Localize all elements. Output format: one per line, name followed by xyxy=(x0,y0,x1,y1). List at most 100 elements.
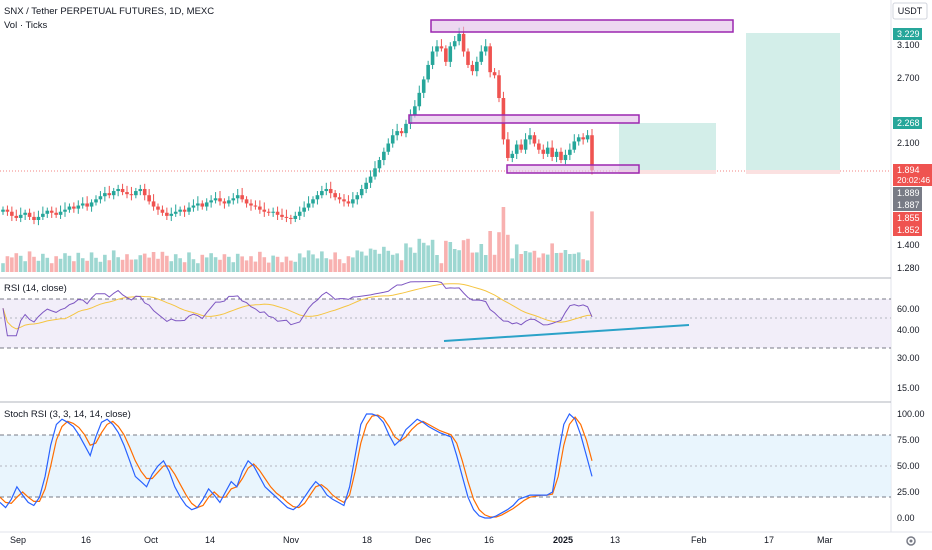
candle-body xyxy=(165,212,169,216)
volume-bar xyxy=(111,250,116,272)
volume-bar xyxy=(297,253,302,272)
candle-body xyxy=(333,193,337,198)
candle-body xyxy=(479,51,484,62)
volume-bar xyxy=(475,252,479,272)
volume-bar xyxy=(134,259,138,272)
price-tick: 2.100 xyxy=(897,138,920,148)
candle-body xyxy=(89,202,94,207)
long-position-target-box-2[interactable] xyxy=(746,33,840,170)
candle-body xyxy=(289,217,293,219)
volume-bar xyxy=(213,257,218,272)
volume-bar xyxy=(103,254,107,272)
volume-bar xyxy=(275,256,280,272)
price-badge-current-value: 1.894 xyxy=(897,165,920,175)
candle-body xyxy=(320,191,324,196)
volume-bar xyxy=(404,243,408,272)
candle-body xyxy=(368,176,373,183)
candle-body xyxy=(386,143,391,152)
candle-body xyxy=(576,137,581,142)
volume-bar xyxy=(85,260,89,272)
volume-bar xyxy=(519,254,523,272)
volume-bar xyxy=(426,245,430,272)
lower-demand-zone[interactable] xyxy=(506,164,640,174)
volume-bar xyxy=(306,250,311,272)
volume-bar xyxy=(364,255,368,272)
volume-bar xyxy=(355,250,360,272)
rsi-line xyxy=(2,281,593,337)
long-position-target-box[interactable] xyxy=(619,123,716,170)
rsi-axis[interactable]: 60.00 40.00 30.00 15.00 xyxy=(897,304,920,393)
time-axis[interactable]: Sep 16 Oct 14 Nov 18 Dec 16 2025 13 Feb … xyxy=(10,535,833,545)
volume-bar xyxy=(32,256,36,272)
candle-body xyxy=(284,216,289,218)
volume-bar xyxy=(235,253,240,272)
stoch-label: Stoch RSI (3, 3, 14, 14, close) xyxy=(4,409,131,420)
top-supply-zone[interactable] xyxy=(430,19,734,33)
volume-bar xyxy=(36,260,41,272)
candle-body xyxy=(49,210,54,213)
candle-body xyxy=(10,211,14,216)
candle-body xyxy=(1,209,5,212)
candle-body xyxy=(218,198,222,202)
volume-bar xyxy=(351,257,355,272)
candle-body xyxy=(497,75,501,99)
volume-bar xyxy=(479,244,484,272)
long-position-stop-box-2[interactable] xyxy=(746,170,840,174)
volume-bar xyxy=(563,250,568,272)
volume-bar xyxy=(289,260,293,272)
volume-bar xyxy=(125,254,129,272)
candle-body xyxy=(266,211,271,213)
volume-bar xyxy=(178,258,182,272)
volume-bar xyxy=(258,251,262,272)
price-tick: 1.280 xyxy=(897,263,920,273)
candle-body xyxy=(45,210,50,214)
volume-bar xyxy=(523,251,528,272)
volume-bar xyxy=(342,263,346,272)
price-axis[interactable]: 3.100 2.700 2.100 1.400 1.280 xyxy=(897,40,920,273)
price-badge-3229 xyxy=(893,28,922,40)
candle-body xyxy=(342,199,346,202)
candle-body xyxy=(351,199,355,204)
volume-bar xyxy=(373,249,377,272)
volume-bar xyxy=(266,262,271,272)
volume-bar xyxy=(72,261,76,272)
volume-bar xyxy=(204,257,209,272)
volume-bar xyxy=(165,255,169,272)
candle-body xyxy=(514,144,519,154)
volume-bar xyxy=(231,262,236,272)
candle-body xyxy=(452,41,457,47)
candle-body xyxy=(67,206,72,210)
volume-bar xyxy=(439,263,444,272)
volume-bar xyxy=(377,253,382,272)
volume-bar xyxy=(302,257,306,272)
candle-body xyxy=(262,209,267,212)
mid-zone[interactable] xyxy=(408,114,640,124)
volume-bar xyxy=(49,263,54,272)
volume-bar xyxy=(116,257,120,272)
volume-bar xyxy=(346,256,351,272)
volume-bar xyxy=(147,257,151,272)
candle-body xyxy=(328,188,333,194)
price-badge-1855 xyxy=(893,212,922,224)
volume-bar xyxy=(452,249,457,272)
price-badge-1855-text: 1.855 xyxy=(897,213,920,223)
candle-body xyxy=(253,205,258,207)
settings-gear-icon[interactable] xyxy=(906,536,916,546)
volume-bar xyxy=(413,252,417,272)
rsi-trendline[interactable] xyxy=(443,324,690,342)
currency-badge[interactable] xyxy=(892,2,928,20)
candle-body xyxy=(107,193,112,196)
currency-badge-label: USDT xyxy=(898,6,923,16)
stoch-axis[interactable]: 100.00 75.00 50.00 25.00 0.00 xyxy=(897,409,925,523)
long-position-stop-box[interactable] xyxy=(619,170,716,174)
rsi-tick: 15.00 xyxy=(897,383,920,393)
volume-bar xyxy=(408,247,413,272)
candle-body xyxy=(72,206,76,209)
candle-body xyxy=(395,131,399,136)
candle-body xyxy=(364,182,368,189)
candle-body xyxy=(413,106,417,115)
time-tick: Oct xyxy=(144,535,159,545)
volume-bar xyxy=(390,254,395,272)
volume-bar xyxy=(368,248,373,272)
